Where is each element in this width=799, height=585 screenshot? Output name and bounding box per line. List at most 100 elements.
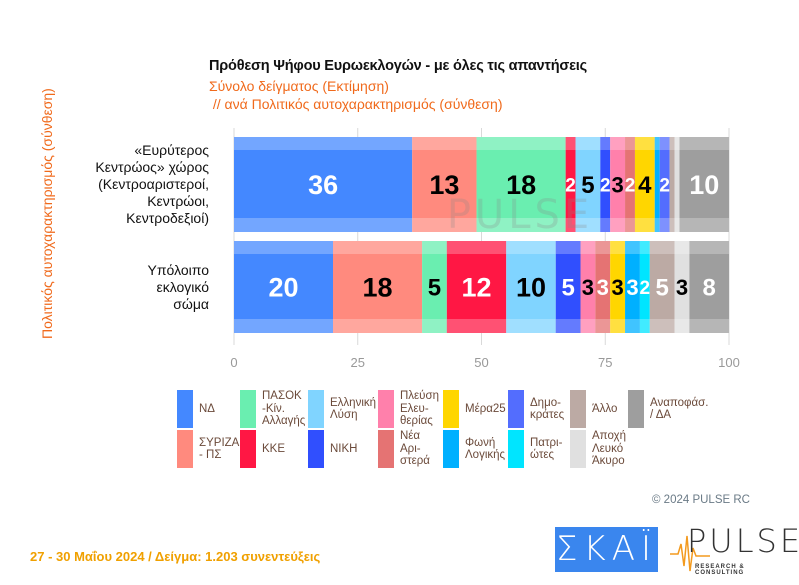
bar-highlight <box>649 319 675 333</box>
data-label: 5 <box>428 275 441 302</box>
legend-label: Φωνή Λογικής <box>465 436 506 462</box>
category-label: «Ευρύτερος Κεντρώος» χώρος (Κεντροαριστερο… <box>95 142 209 227</box>
data-label: 3 <box>626 275 638 300</box>
bar-segment <box>610 137 626 232</box>
bar-highlight <box>634 218 655 232</box>
bar-segment <box>333 241 423 333</box>
data-label: 18 <box>363 273 393 303</box>
bar-highlight <box>659 137 670 150</box>
bar-highlight <box>595 319 611 333</box>
bar-highlight <box>422 319 447 333</box>
skai-logo: ΣΚΑΪ <box>555 527 658 572</box>
bar-highlight <box>674 241 690 254</box>
category-label-line: σώμα <box>173 295 209 312</box>
bar-segment <box>506 241 556 333</box>
bar-segment <box>625 241 640 333</box>
bar-highlight <box>610 137 626 150</box>
pulse-logo: PULSE RESEARCH & CONSULTING <box>670 522 799 576</box>
legend-label: Πλεύση Ελευ-θερίας <box>400 390 439 428</box>
bar-highlight <box>625 137 635 150</box>
legend-swatch <box>443 430 459 468</box>
data-label: 13 <box>429 170 459 200</box>
category-label-line: Υπόλοιπο <box>147 261 209 278</box>
data-label: 2 <box>659 175 670 196</box>
x-tick-label: 75 <box>598 355 612 370</box>
x-tick-label: 25 <box>351 355 365 370</box>
legend-label: Μέρα25 <box>465 402 506 415</box>
bar-segment <box>575 137 601 232</box>
watermark: PULSE <box>447 192 593 238</box>
bar-segment <box>580 241 596 333</box>
bar-segment <box>412 137 477 232</box>
bar-highlight <box>659 218 670 232</box>
legend-label: Άλλο <box>592 402 618 415</box>
bar-highlight <box>234 319 333 333</box>
bar-highlight <box>610 241 626 254</box>
legend-swatch <box>570 430 586 468</box>
legend-label: ΠΑΣΟΚ -Κίν. Αλλαγής <box>262 390 306 428</box>
legend-swatch <box>443 390 459 428</box>
bar-highlight <box>580 319 596 333</box>
bar-segment <box>595 241 611 333</box>
bar-highlight <box>333 241 423 254</box>
data-label: 3 <box>612 275 624 300</box>
bar-highlight <box>506 319 556 333</box>
bar-segment <box>422 241 447 333</box>
data-label: 20 <box>268 273 298 303</box>
data-label: 2 <box>565 175 576 196</box>
data-label: 36 <box>308 170 338 200</box>
legend-swatch <box>628 390 644 428</box>
chart-title: Πρόθεση Ψήφου Ευρωεκλογών - με όλες τις … <box>209 58 587 74</box>
legend-label: ΚΚΕ <box>262 442 286 455</box>
bar-highlight <box>610 319 626 333</box>
chart-subtitle-2: // ανά Πολιτικός αυτοχαρακτηρισμός (σύνθ… <box>209 96 503 112</box>
data-label: 2 <box>600 175 611 196</box>
bar-highlight <box>565 137 576 150</box>
legend-label: Νέα Αρι-στερά <box>400 430 430 468</box>
data-label: 5 <box>655 275 668 302</box>
bar-highlight <box>654 218 660 232</box>
category-label-line: Κεντρώοι, <box>147 192 209 209</box>
bar-highlight <box>234 241 333 254</box>
bar-highlight <box>669 218 675 232</box>
data-label: 4 <box>638 172 652 199</box>
legend-swatch <box>308 430 324 468</box>
bar-highlight <box>333 319 423 333</box>
bar-highlight <box>412 137 477 150</box>
data-label: 10 <box>516 273 546 303</box>
bar-highlight <box>689 241 729 254</box>
bar-highlight <box>506 241 556 254</box>
legend-label: ΣΥΡΙΖΑ - ΠΣ <box>199 436 240 462</box>
category-label-line: (Κεντροαριστεροί, <box>98 175 209 192</box>
category-label: Υπόλοιπο εκλογικό σώμα <box>148 262 209 313</box>
bar-highlight <box>634 137 655 150</box>
bar-segment <box>610 241 626 333</box>
bar-segment <box>659 137 670 232</box>
data-label: 2 <box>640 278 651 299</box>
bar-segment <box>234 137 413 232</box>
bar-highlight <box>234 137 413 150</box>
legend-swatch <box>177 430 193 468</box>
legend-label: ΝΔ <box>199 402 215 415</box>
bar-segment <box>669 137 675 232</box>
legend-label: Πατρι-ώτες <box>530 436 563 462</box>
legend-swatch <box>378 390 394 428</box>
bar-segment <box>654 137 660 232</box>
data-label: 2 <box>625 175 636 196</box>
bar-segment <box>639 241 650 333</box>
chart-subtitle: Σύνολο δείγματος (Εκτίμηση) <box>209 78 389 94</box>
legend-swatch <box>240 390 256 428</box>
bar-highlight <box>689 319 729 333</box>
legend-swatch <box>177 390 193 428</box>
bar-highlight <box>476 218 566 232</box>
bar-segment <box>476 137 566 232</box>
bar-highlight <box>412 218 477 232</box>
bar-segment <box>555 241 581 333</box>
bar-highlight <box>575 218 601 232</box>
legend-swatch <box>508 390 524 428</box>
x-tick-label: 50 <box>474 355 488 370</box>
data-label: 3 <box>676 275 688 300</box>
bar-highlight <box>610 218 626 232</box>
